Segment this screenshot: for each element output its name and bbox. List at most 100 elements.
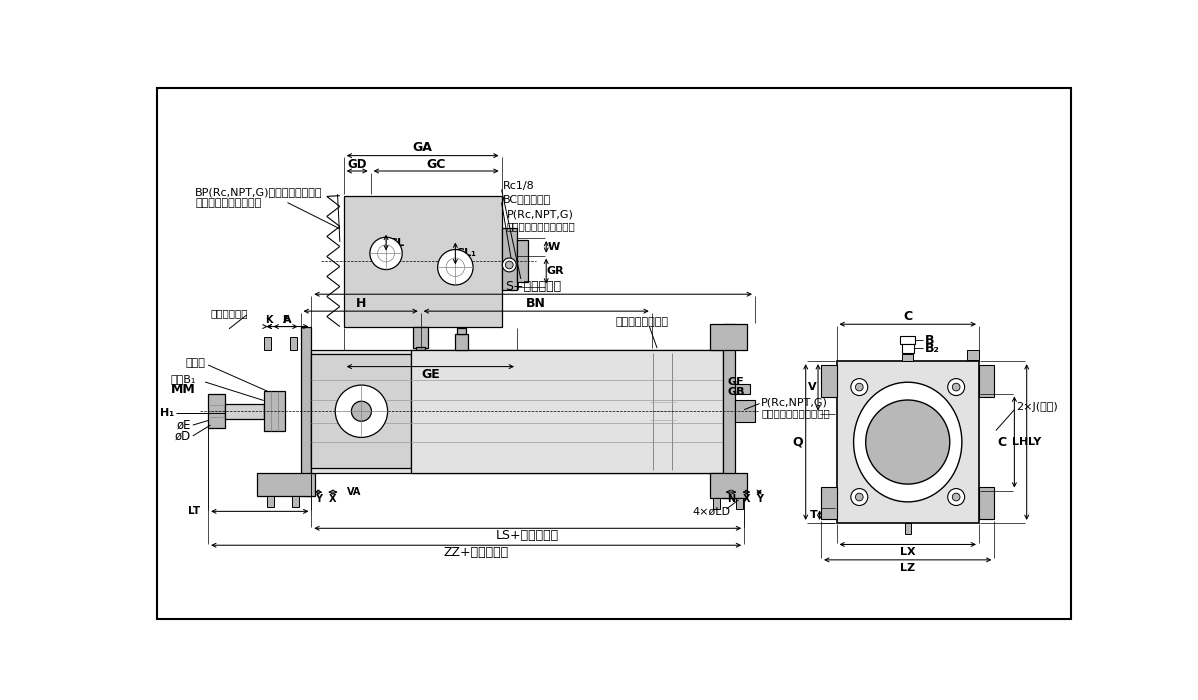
- Circle shape: [351, 401, 371, 421]
- Text: K: K: [265, 316, 272, 326]
- Bar: [456, 328, 466, 335]
- Bar: [258, 473, 315, 496]
- Circle shape: [948, 489, 964, 505]
- Bar: [413, 326, 429, 348]
- Text: C: C: [998, 435, 1006, 449]
- Bar: [836, 361, 979, 523]
- Circle shape: [506, 261, 513, 269]
- Text: 二面幅: 二面幅: [186, 358, 205, 368]
- Text: GL: GL: [389, 237, 405, 248]
- Text: X: X: [329, 494, 337, 504]
- Text: GD: GD: [347, 158, 367, 171]
- Bar: [710, 324, 748, 349]
- Bar: [737, 498, 743, 509]
- Bar: [979, 365, 994, 398]
- Text: øE: øE: [177, 419, 192, 432]
- Bar: [344, 195, 502, 326]
- Text: ZZ+ストローク: ZZ+ストローク: [443, 547, 509, 559]
- Text: LY: LY: [1028, 437, 1041, 447]
- Text: 2×J(両側): 2×J(両側): [1016, 402, 1058, 412]
- Bar: [301, 326, 311, 496]
- Text: 4×øLD: 4×øLD: [692, 506, 730, 517]
- Text: クッションバルブ: クッションバルブ: [616, 317, 668, 327]
- Bar: [290, 337, 297, 349]
- Bar: [264, 391, 285, 431]
- Text: VA: VA: [347, 487, 362, 497]
- Text: Rc1/8: Rc1/8: [503, 181, 534, 190]
- Bar: [311, 350, 722, 473]
- Circle shape: [855, 383, 863, 391]
- Text: LS+ストローク: LS+ストローク: [496, 529, 559, 542]
- Circle shape: [952, 494, 960, 501]
- Text: MM: MM: [171, 383, 196, 396]
- Text: T: T: [810, 510, 817, 520]
- Text: øD: øD: [175, 429, 192, 442]
- Bar: [713, 498, 720, 509]
- Text: GL₁: GL₁: [455, 248, 477, 258]
- Text: BCエレメント: BCエレメント: [503, 195, 551, 204]
- Text: LT: LT: [188, 506, 200, 517]
- Text: GC: GC: [426, 158, 446, 171]
- Circle shape: [851, 489, 867, 505]
- Text: P(Rc,NPT,G): P(Rc,NPT,G): [507, 210, 574, 220]
- Bar: [967, 351, 979, 360]
- Text: LZ: LZ: [900, 563, 915, 573]
- Bar: [411, 350, 722, 473]
- Bar: [454, 335, 468, 349]
- Circle shape: [866, 400, 950, 484]
- Circle shape: [335, 385, 388, 438]
- Text: S+ストローク: S+ストローク: [506, 280, 561, 293]
- Text: W: W: [547, 242, 559, 252]
- Bar: [267, 496, 273, 507]
- Bar: [902, 354, 913, 361]
- Text: H₁: H₁: [161, 408, 174, 418]
- Bar: [292, 496, 300, 507]
- Bar: [904, 523, 910, 535]
- Bar: [502, 228, 518, 290]
- Text: GF: GF: [727, 377, 744, 387]
- Circle shape: [948, 379, 964, 396]
- Text: V: V: [807, 382, 816, 393]
- Circle shape: [855, 494, 863, 501]
- Text: Y: Y: [756, 494, 763, 504]
- Circle shape: [502, 258, 516, 272]
- Bar: [416, 347, 425, 354]
- Text: F: F: [283, 316, 289, 326]
- Text: 対辺B₁: 対辺B₁: [171, 374, 196, 384]
- Text: C: C: [903, 310, 913, 323]
- Bar: [821, 365, 836, 398]
- Text: B: B: [925, 334, 934, 347]
- Text: A: A: [283, 316, 292, 326]
- Text: N: N: [727, 494, 736, 504]
- Text: GR: GR: [546, 266, 564, 276]
- Bar: [903, 349, 912, 354]
- Circle shape: [370, 237, 403, 270]
- Bar: [900, 336, 915, 344]
- Bar: [979, 486, 994, 519]
- Bar: [225, 403, 264, 419]
- Circle shape: [437, 250, 473, 285]
- Bar: [902, 344, 914, 353]
- Text: BP(Rc,NPT,G)ロック開放ポート: BP(Rc,NPT,G)ロック開放ポート: [195, 187, 322, 197]
- Bar: [264, 337, 271, 349]
- Text: ヘッド側シリンダポート: ヘッド側シリンダポート: [761, 408, 830, 418]
- Text: ロッド側シリンダポート: ロッド側シリンダポート: [507, 221, 576, 232]
- Text: B₂: B₂: [925, 342, 939, 355]
- Text: H: H: [356, 297, 365, 310]
- Bar: [311, 354, 411, 468]
- Text: 有効ねじ長さ: 有効ねじ長さ: [211, 308, 248, 318]
- Circle shape: [851, 379, 867, 396]
- Text: GA: GA: [412, 141, 432, 155]
- Text: Y: Y: [315, 494, 322, 504]
- Text: BN: BN: [526, 297, 546, 310]
- Text: Q: Q: [793, 435, 804, 449]
- Bar: [208, 394, 225, 428]
- Bar: [821, 486, 836, 519]
- Bar: [710, 473, 748, 498]
- Text: P(Rc,NPT,G): P(Rc,NPT,G): [761, 397, 828, 407]
- Bar: [722, 324, 734, 498]
- Bar: [734, 384, 750, 394]
- Text: GB: GB: [727, 387, 745, 397]
- Bar: [734, 400, 755, 422]
- Ellipse shape: [854, 382, 962, 502]
